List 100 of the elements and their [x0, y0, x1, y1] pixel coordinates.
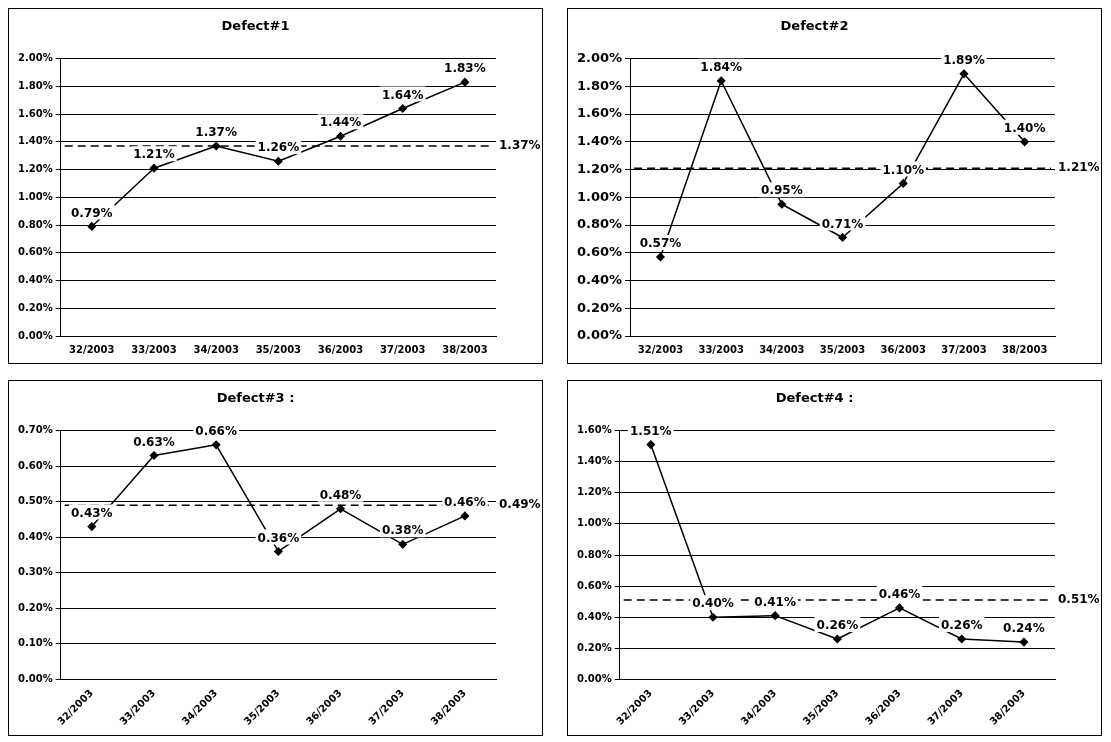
point [770, 611, 780, 620]
data-label: 0.66% [195, 423, 237, 438]
y-tick-label: 0.20% [576, 641, 612, 653]
data-label: 0.63% [133, 434, 175, 449]
point [460, 77, 470, 87]
x-tick-label: 37/2003 [380, 343, 426, 355]
y-tick-label: 0.80% [576, 548, 612, 560]
y-tick-label: 1.20% [576, 486, 612, 498]
y-tick-label: 1.60% [576, 105, 623, 121]
point [211, 440, 221, 450]
ref-line-label: 1.37% [499, 138, 541, 153]
y-tick-label: 0.80% [576, 216, 623, 232]
point [777, 199, 787, 209]
y-tick-label: 0.00% [17, 329, 53, 341]
y-tick-label: 0.40% [576, 271, 623, 287]
data-label: 0.48% [319, 487, 362, 502]
data-label: 0.43% [70, 505, 113, 520]
y-tick-label: 0.20% [17, 301, 53, 313]
point [336, 132, 345, 141]
ref-line-label: 0.51% [1058, 592, 1100, 607]
y-tick-label: 1.80% [17, 79, 53, 91]
data-label: 1.26% [257, 140, 300, 155]
point [336, 504, 345, 514]
chart-title: Defect#2 [780, 18, 849, 34]
y-tick-label: 0.40% [17, 274, 53, 286]
point [895, 603, 904, 613]
point [646, 440, 656, 449]
data-label: 1.21% [133, 147, 175, 162]
data-label: 0.41% [754, 594, 796, 609]
point [149, 451, 159, 460]
x-tick-label: 32/2003 [69, 343, 115, 355]
x-tick-label: 33/2003 [131, 343, 177, 355]
y-tick-label: 1.20% [576, 160, 623, 176]
y-tick-label: 1.40% [576, 133, 623, 149]
point [656, 252, 665, 262]
data-label: 0.95% [761, 183, 803, 198]
point [833, 634, 842, 644]
x-tick-label: 38/2003 [1001, 343, 1048, 355]
data-label: 0.36% [257, 530, 300, 545]
point [87, 522, 97, 531]
y-tick-label: 0.60% [576, 244, 623, 260]
y-tick-label: 0.30% [17, 566, 53, 578]
y-tick-label: 0.70% [17, 424, 53, 436]
y-tick-label: 0.80% [17, 218, 53, 230]
x-tick-label: 34/2003 [193, 343, 239, 355]
y-tick-label: 0.10% [17, 637, 53, 649]
y-tick-label: 0.00% [576, 327, 623, 343]
point [274, 156, 283, 166]
x-tick-label: 38/2003 [442, 343, 488, 355]
data-label: 0.79% [70, 205, 113, 220]
point [87, 222, 97, 231]
point [838, 233, 847, 242]
y-tick-label: 0.40% [576, 610, 612, 622]
data-label: 1.10% [882, 162, 925, 177]
point [716, 76, 726, 86]
data-label: 1.44% [319, 115, 362, 130]
y-tick-label: 1.60% [17, 107, 53, 119]
point [460, 511, 470, 521]
x-tick-label: 36/2003 [880, 343, 926, 355]
y-tick-label: 1.80% [576, 77, 623, 93]
y-tick-label: 1.00% [576, 188, 623, 204]
data-label: 1.64% [381, 87, 424, 102]
data-label: 0.26% [940, 618, 983, 633]
y-tick-label: 1.40% [576, 455, 612, 467]
point [149, 163, 159, 173]
data-label: 0.26% [816, 618, 859, 633]
x-tick-label: 37/2003 [941, 343, 987, 355]
y-tick-label: 0.60% [576, 579, 612, 591]
chart-title: Defect#1 [221, 18, 290, 34]
y-tick-label: 1.00% [576, 517, 612, 529]
data-label: 1.84% [700, 59, 742, 74]
data-label: 0.71% [821, 216, 864, 231]
y-tick-label: 2.00% [576, 49, 623, 65]
point [957, 634, 966, 644]
x-tick-label: 33/2003 [698, 343, 744, 355]
y-tick-label: 0.00% [17, 673, 53, 685]
data-label: 1.37% [195, 125, 237, 140]
chart-title: Defect#4 : [775, 390, 854, 406]
data-label: 0.57% [639, 236, 682, 251]
data-label: 0.24% [1003, 621, 1045, 636]
data-label: 1.89% [943, 52, 985, 67]
x-tick-label: 35/2003 [819, 343, 866, 355]
point [398, 540, 407, 549]
y-tick-label: 0.60% [17, 459, 53, 471]
y-tick-label: 1.00% [17, 190, 53, 202]
x-tick-label: 36/2003 [317, 343, 364, 355]
point [274, 547, 283, 556]
y-tick-label: 0.60% [17, 246, 53, 258]
point [1020, 137, 1029, 147]
point [708, 612, 718, 622]
y-tick-label: 0.00% [576, 673, 612, 685]
x-tick-label: 35/2003 [255, 343, 302, 355]
data-label: 0.38% [381, 523, 424, 538]
data-label: 1.83% [444, 61, 486, 76]
data-label: 0.46% [444, 495, 486, 510]
y-tick-label: 2.00% [17, 52, 53, 64]
y-tick-label: 1.40% [17, 135, 53, 147]
data-label: 0.46% [878, 587, 921, 601]
x-tick-label: 32/2003 [637, 343, 684, 355]
y-tick-label: 1.60% [576, 424, 612, 436]
